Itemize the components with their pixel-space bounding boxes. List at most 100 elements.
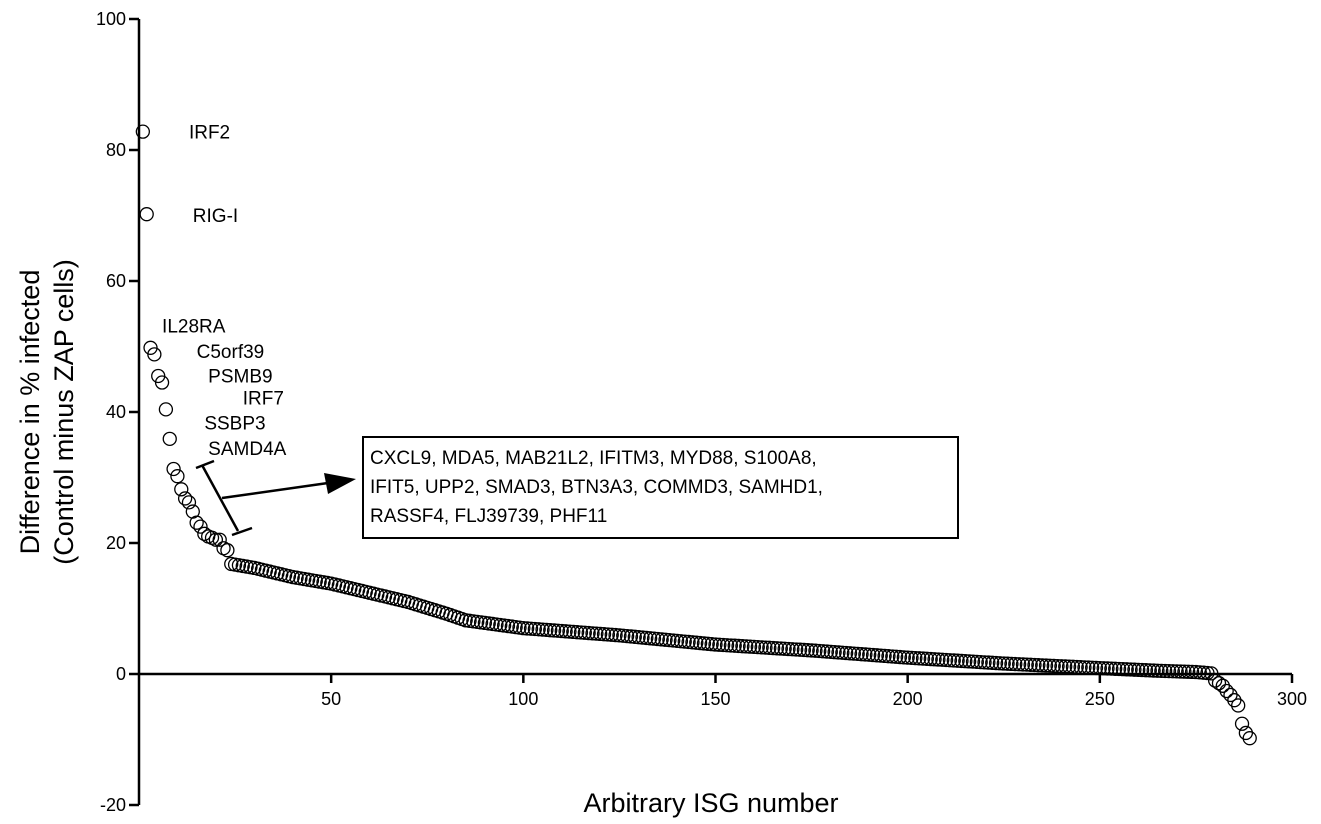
data-point bbox=[712, 637, 727, 652]
data-point bbox=[1219, 683, 1234, 699]
data-point bbox=[681, 634, 696, 650]
data-point bbox=[1054, 659, 1069, 674]
data-point bbox=[777, 641, 792, 656]
gene-annotation: IL28RA bbox=[162, 317, 226, 338]
data-point bbox=[177, 491, 193, 506]
data-point bbox=[1188, 664, 1204, 680]
data-point bbox=[762, 640, 777, 655]
data-point bbox=[977, 655, 992, 670]
data-point bbox=[520, 621, 535, 636]
data-point bbox=[1165, 664, 1181, 679]
data-point bbox=[908, 650, 923, 666]
gene-group-box bbox=[362, 436, 959, 539]
data-point bbox=[1035, 658, 1050, 673]
data-point bbox=[543, 623, 558, 638]
data-point bbox=[673, 634, 689, 649]
data-point bbox=[827, 645, 842, 660]
data-point bbox=[139, 207, 154, 222]
data-point bbox=[193, 519, 208, 534]
data-point bbox=[1038, 658, 1054, 673]
data-point bbox=[627, 629, 642, 644]
data-point bbox=[1211, 676, 1227, 691]
data-point bbox=[1069, 659, 1084, 675]
data-point bbox=[835, 645, 850, 660]
data-point bbox=[869, 648, 885, 663]
data-point bbox=[1031, 658, 1046, 673]
data-point bbox=[1104, 661, 1119, 676]
data-point bbox=[658, 632, 673, 647]
data-point bbox=[819, 644, 835, 659]
data-point bbox=[912, 651, 927, 666]
gene-annotation: RIG-I bbox=[193, 206, 238, 227]
data-point bbox=[1161, 663, 1177, 679]
data-point bbox=[550, 623, 566, 638]
data-point bbox=[746, 639, 762, 655]
data-point bbox=[685, 635, 700, 650]
data-point bbox=[750, 639, 765, 655]
data-point bbox=[677, 634, 692, 649]
data-point bbox=[881, 649, 896, 664]
data-point bbox=[935, 652, 950, 667]
data-point bbox=[815, 644, 831, 659]
data-point bbox=[166, 461, 181, 477]
data-point bbox=[1058, 659, 1073, 674]
data-point bbox=[635, 630, 650, 645]
data-point bbox=[569, 625, 585, 640]
x-ticks: 50 100 150 200 250 300 bbox=[321, 674, 1307, 709]
data-point bbox=[789, 642, 804, 657]
data-point bbox=[623, 629, 639, 644]
data-point bbox=[1123, 662, 1138, 677]
data-point bbox=[1065, 659, 1081, 674]
data-point bbox=[700, 636, 715, 651]
data-point bbox=[812, 643, 827, 659]
data-point bbox=[158, 402, 174, 417]
data-point bbox=[612, 628, 627, 643]
data-point bbox=[1146, 663, 1161, 678]
gene-annotation: SAMD4A bbox=[208, 439, 286, 460]
data-point bbox=[1096, 661, 1111, 676]
data-point bbox=[566, 624, 581, 640]
data-point bbox=[1000, 656, 1015, 671]
data-point bbox=[639, 630, 654, 646]
data-point bbox=[1042, 658, 1058, 673]
arrow-shaft bbox=[221, 481, 329, 500]
data-point bbox=[585, 626, 600, 641]
data-point bbox=[862, 647, 877, 662]
arrow-head bbox=[324, 473, 356, 494]
data-point bbox=[212, 532, 227, 547]
data-point bbox=[896, 650, 911, 665]
data-point bbox=[1077, 660, 1092, 675]
data-point bbox=[735, 639, 750, 654]
data-point bbox=[1027, 657, 1042, 673]
data-point bbox=[858, 647, 873, 662]
gene-group-line-1: CXCL9, MDA5, MAB21L2, IFITM3, MYD88, S10… bbox=[370, 448, 817, 469]
data-point bbox=[208, 532, 224, 547]
data-point bbox=[931, 652, 946, 667]
data-point bbox=[831, 645, 846, 660]
data-point bbox=[950, 653, 965, 668]
data-point bbox=[873, 648, 888, 663]
data-point bbox=[650, 631, 665, 647]
y-axis-title-line-1: Difference in % infected bbox=[15, 270, 45, 555]
data-point bbox=[796, 642, 812, 658]
data-point bbox=[154, 375, 170, 390]
data-point bbox=[1154, 663, 1169, 679]
data-point bbox=[135, 124, 150, 139]
data-point bbox=[1061, 659, 1077, 674]
data-point bbox=[1192, 665, 1207, 680]
data-point bbox=[804, 643, 819, 658]
data-point bbox=[539, 622, 554, 638]
y-ticks: 100 80 60 40 20 0 -20 bbox=[96, 9, 139, 815]
data-point bbox=[985, 655, 1000, 670]
data-point bbox=[589, 626, 604, 641]
data-point bbox=[1173, 664, 1188, 679]
data-point bbox=[954, 653, 969, 669]
y-tick-label: 80 bbox=[106, 140, 126, 160]
data-point bbox=[516, 621, 531, 636]
data-point bbox=[608, 627, 623, 643]
data-point bbox=[892, 649, 908, 665]
data-point bbox=[1131, 662, 1146, 677]
data-point bbox=[1092, 660, 1107, 676]
